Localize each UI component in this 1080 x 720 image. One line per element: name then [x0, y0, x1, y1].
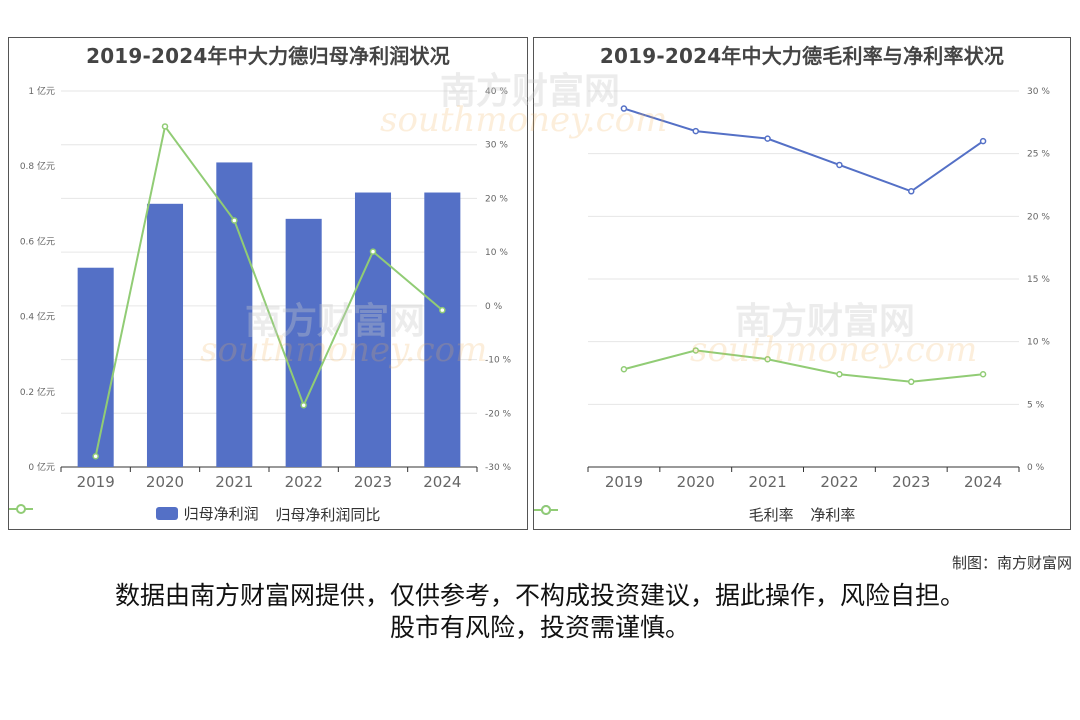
line-point [620, 105, 628, 112]
x-tick-label: 2024 [964, 473, 1002, 491]
series-line [94, 124, 443, 457]
x-tick-label: 2022 [285, 473, 323, 491]
line-point [439, 306, 446, 314]
chart-legend: 毛利率 净利率 [534, 504, 1070, 525]
x-tick-label: 2020 [677, 473, 715, 491]
right-axis-tick-label: -30 % [485, 463, 512, 473]
right-axis-tick-label: 10 % [1027, 338, 1050, 348]
right-axis-tick-label: 0 % [485, 302, 503, 312]
right-axis-tick-label: 40 % [485, 87, 508, 97]
line-point [620, 365, 628, 373]
left-axis-tick-label: 1 亿元 [28, 85, 55, 97]
right-axis-tick-label: 15 % [1027, 275, 1050, 285]
right-axis-tick-label: 5 % [1027, 400, 1045, 410]
legend-bar-swatch [155, 507, 178, 520]
legend-item-net-margin[interactable]: 净利率 [534, 504, 856, 525]
bar [424, 192, 461, 467]
line-point [836, 371, 843, 378]
line-point [908, 378, 915, 386]
line-point [979, 371, 987, 378]
left-axis-tick-label: 0 亿元 [28, 461, 55, 473]
line-point [692, 127, 699, 135]
x-tick-label: 2019 [77, 473, 115, 491]
left-axis-tick-label: 0.4 亿元 [20, 311, 55, 323]
legend-label: 毛利率 [748, 506, 794, 524]
x-tick-label: 2021 [215, 473, 253, 491]
chart-panel-profit: -30 % -20 % -10 % 0 % 10 % 20 % 30 % 40 % 0 亿元 0.… [8, 37, 528, 530]
right-axis-tick-label: 25 % [1027, 150, 1050, 160]
right-axis-tick-label: 10 % [485, 248, 508, 258]
line-point [92, 453, 99, 460]
disclaimer-line: 数据由南方财富网提供，仅供参考，不构成投资建议，据此操作，风险自担。 [114, 581, 965, 610]
margin-chart-svg: 0 % 5 % 10 % 15 % 20 % 25 % 30 % 2019 2020 2021 20… [587, 87, 1050, 491]
legend-item-gross-margin[interactable]: 毛利率 [534, 504, 794, 525]
bar [354, 192, 392, 467]
bar [216, 162, 253, 467]
chart-credit: 制图：南方财富网 [951, 554, 1072, 572]
line-point [161, 123, 169, 130]
left-axis-tick-label: 0.6 亿元 [20, 235, 55, 247]
series-line [623, 107, 984, 193]
disclaimer: 数据由南方财富网提供，仅供参考，不构成投资建议，据此操作，风险自担。 股市有风险… [0, 580, 1080, 644]
right-axis-tick-label: 30 % [485, 141, 508, 151]
x-tick-label: 2023 [892, 473, 930, 491]
profit-chart-svg: -30 % -20 % -10 % 0 % 10 % 20 % 30 % 40 % 0 亿元 0.… [20, 85, 512, 491]
chart-title: 2019-2024年中大力德毛利率与净利率状况 [599, 44, 1005, 68]
legend-line-swatch [9, 504, 33, 514]
line-point [300, 401, 307, 409]
bar [285, 218, 322, 467]
x-tick-label: 2024 [423, 473, 461, 491]
line-point [836, 161, 843, 169]
right-axis-tick-label: 30 % [1027, 87, 1050, 97]
line-point [764, 355, 771, 363]
disclaimer-line: 股市有风险，投资需谨慎。 [389, 613, 690, 642]
line-point [908, 188, 915, 195]
x-tick-label: 2023 [354, 473, 392, 491]
chart-panel-margins: 0 % 5 % 10 % 15 % 20 % 25 % 30 % 2019 2020 2021 20… [533, 37, 1071, 530]
x-tick-label: 2022 [820, 473, 858, 491]
left-axis-tick-label: 0.2 亿元 [20, 386, 55, 398]
legend-label: 归母净利润同比 [275, 506, 381, 524]
x-tick-label: 2019 [605, 473, 643, 491]
legend-item-net-profit[interactable]: 归母净利润 [155, 503, 259, 524]
chart-title: 2019-2024年中大力德归母净利润状况 [86, 44, 450, 68]
left-axis-tick-label: 0.8 亿元 [20, 160, 55, 172]
chart-legend: 归母净利润 归母净利润同比 [9, 503, 527, 525]
right-axis-tick-label: -10 % [485, 356, 512, 366]
right-axis-tick-label: -20 % [485, 409, 512, 419]
x-tick-label: 2020 [146, 473, 184, 491]
right-axis-tick-label: 0 % [1027, 463, 1045, 473]
legend-label: 归母净利润 [183, 505, 259, 523]
series-line [623, 349, 984, 383]
right-axis-tick-label: 20 % [1027, 212, 1050, 222]
line-point [764, 135, 771, 142]
legend-line-swatch [534, 505, 558, 515]
right-axis-tick-label: 20 % [485, 194, 508, 204]
bar [146, 203, 184, 468]
legend-item-net-profit-yoy[interactable]: 归母净利润同比 [9, 504, 381, 525]
x-tick-label: 2021 [748, 473, 786, 491]
line-point [979, 137, 987, 145]
line-point [692, 347, 699, 354]
line-point [231, 217, 238, 224]
legend-label: 净利率 [810, 506, 856, 524]
bar [77, 267, 114, 467]
line-point [369, 248, 377, 255]
